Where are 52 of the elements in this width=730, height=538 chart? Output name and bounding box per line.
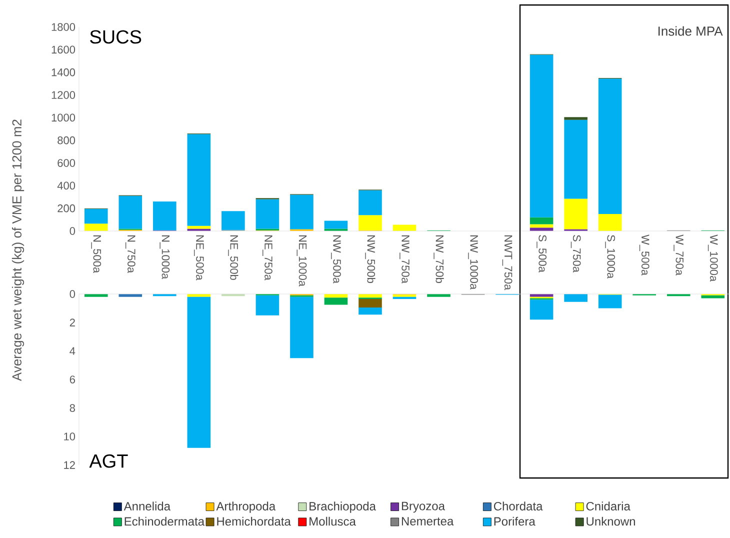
y-tick-label: 200 [58, 204, 76, 212]
x-tick-label: NW_500b [365, 235, 376, 283]
y-tick-label: 10 [64, 432, 76, 440]
y-tick-label: 0 [70, 290, 76, 298]
legend-label: Chordata [494, 502, 543, 510]
y-tick-label: 0 [70, 227, 76, 235]
legend-label: Echinodermata [124, 516, 205, 526]
text: AGT [89, 454, 128, 468]
x-tick-label: NW_750a [400, 235, 410, 284]
y-tick-label: 4 [70, 347, 76, 355]
y-tick-label: 1200 [52, 91, 76, 99]
x-tick-label: W_750a [674, 234, 684, 276]
legend-label: Brachiopoda [310, 502, 376, 513]
y-tick-label: 1000 [52, 114, 76, 122]
x-tick-label: NE_500a [194, 235, 204, 280]
x-tick-label: W_500a [639, 234, 650, 276]
legend-label: Cnidaria [586, 502, 630, 510]
x-tick-label: NW_750b [434, 235, 444, 283]
y-tick-label: 800 [58, 136, 76, 144]
y-tick-label: 2 [70, 318, 75, 326]
x-tick-label: S_750a [570, 235, 581, 272]
x-tick-label: W_1000a [708, 234, 718, 282]
legend-label: Annelida [124, 502, 171, 510]
y-tick-label: 1600 [52, 46, 76, 54]
legend-label: Porifera [494, 516, 536, 526]
x-tick-label: N_750a [125, 235, 136, 274]
x-tick-label: N_1000a [160, 235, 170, 280]
x-tick-label: NE_500b [228, 235, 238, 280]
x-tick-label: S_500a [536, 235, 546, 272]
legend-label: Unknown [586, 516, 635, 526]
y-tick-label: 8 [70, 404, 76, 412]
x-tick-label: NE_1000a [296, 235, 307, 286]
y-tick-label: 1400 [52, 68, 76, 76]
x-tick-label: NE_750a [262, 235, 272, 280]
legend-label: Nemertea [402, 517, 454, 526]
legend-label: Bryozoa [402, 502, 445, 513]
legend-label: Hemichordata [217, 516, 291, 526]
y-tick-label: 400 [57, 182, 76, 190]
y-axis-title: Average wet weight (kg) of VME per 1200 m2 [12, 120, 24, 381]
y-tick-label: 6 [70, 376, 76, 384]
y-tick-label: 12 [64, 461, 75, 469]
y-tick-label: 600 [58, 159, 76, 167]
x-tick-label: NW_500a [331, 235, 341, 284]
x-tick-label: S_1000a [605, 235, 616, 279]
chart-title: SUCS [90, 30, 142, 44]
legend-label: Arthropoda [216, 502, 276, 513]
annotation: Inside MPA [658, 26, 723, 36]
legend-label: Mollusca [310, 516, 356, 526]
y-tick-label: 1800 [52, 23, 76, 31]
x-tick-label: NWT_750a [502, 235, 512, 290]
x-tick-label: N_500a [91, 235, 102, 274]
x-tick-label: NW_1000a [468, 235, 478, 290]
